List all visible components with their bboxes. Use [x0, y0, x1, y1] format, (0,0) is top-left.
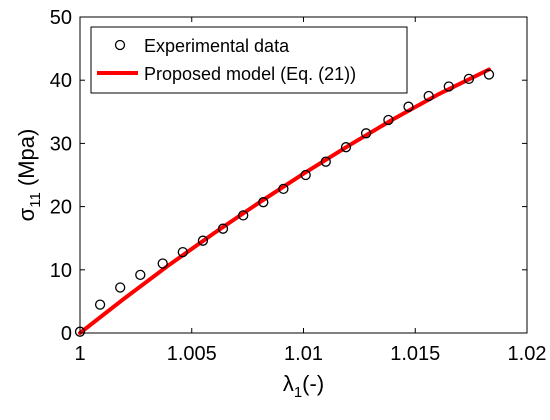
data-point-experimental — [217, 223, 229, 234]
x-tick-label: 1.005 — [167, 343, 217, 365]
x-tick-label: 1 — [74, 343, 85, 365]
x-axis-unit: (-) — [302, 371, 324, 396]
x-axis-subscript: 1 — [294, 384, 302, 401]
data-point-experimental — [197, 235, 209, 246]
y-tick-label: 30 — [50, 133, 72, 155]
data-point-experimental — [340, 142, 352, 153]
x-tick-label: 1.02 — [508, 343, 547, 365]
data-point-experimental — [177, 246, 188, 258]
y-axis-unit: (Mpa) — [14, 129, 39, 193]
y-tick-label: 0 — [61, 323, 72, 345]
legend: Experimental data Proposed model (Eq. (2… — [90, 26, 408, 94]
legend-marker-experimental — [114, 39, 126, 51]
y-axis-title: σ11 (Mpa) — [14, 129, 44, 222]
legend-label-model: Proposed model (Eq. (21)) — [144, 64, 356, 84]
legend-box — [90, 26, 408, 94]
data-point-experimental — [483, 69, 495, 80]
data-point-experimental — [443, 81, 454, 92]
ticks-layer: 1 1.005 1.01 1.015 1.02 0 10 20 30 40 50 — [50, 7, 547, 365]
data-point-experimental — [423, 90, 434, 102]
data-point-experimental — [320, 156, 331, 167]
data-point-experimental — [258, 197, 269, 208]
data-point-experimental — [300, 169, 311, 181]
y-tick-label: 50 — [50, 7, 72, 29]
data-point-experimental — [360, 128, 372, 139]
data-point-experimental — [115, 282, 126, 293]
series-line-model — [78, 67, 491, 335]
y-axis-symbol: σ — [14, 207, 39, 221]
series-layer — [74, 67, 495, 337]
x-axis-symbol: λ — [283, 371, 294, 396]
data-point-experimental — [383, 114, 394, 126]
y-tick-label: 20 — [50, 197, 72, 219]
data-point-experimental — [157, 258, 168, 269]
data-point-experimental — [74, 326, 86, 337]
x-tick-label: 1.01 — [284, 343, 323, 365]
data-point-experimental — [463, 73, 475, 85]
data-point-experimental — [135, 269, 146, 281]
data-point-experimental — [278, 183, 289, 195]
x-tick-label: 1.015 — [390, 343, 440, 365]
y-tick-label: 10 — [50, 260, 72, 282]
y-tick-label: 40 — [50, 70, 72, 92]
data-point-experimental — [238, 210, 249, 221]
data-point-experimental — [403, 101, 414, 112]
legend-label-experimental: Experimental data — [144, 36, 290, 56]
y-axis-subscript: 11 — [27, 192, 44, 208]
data-point-experimental — [94, 299, 106, 310]
x-axis-title: λ1(-) — [283, 371, 324, 401]
